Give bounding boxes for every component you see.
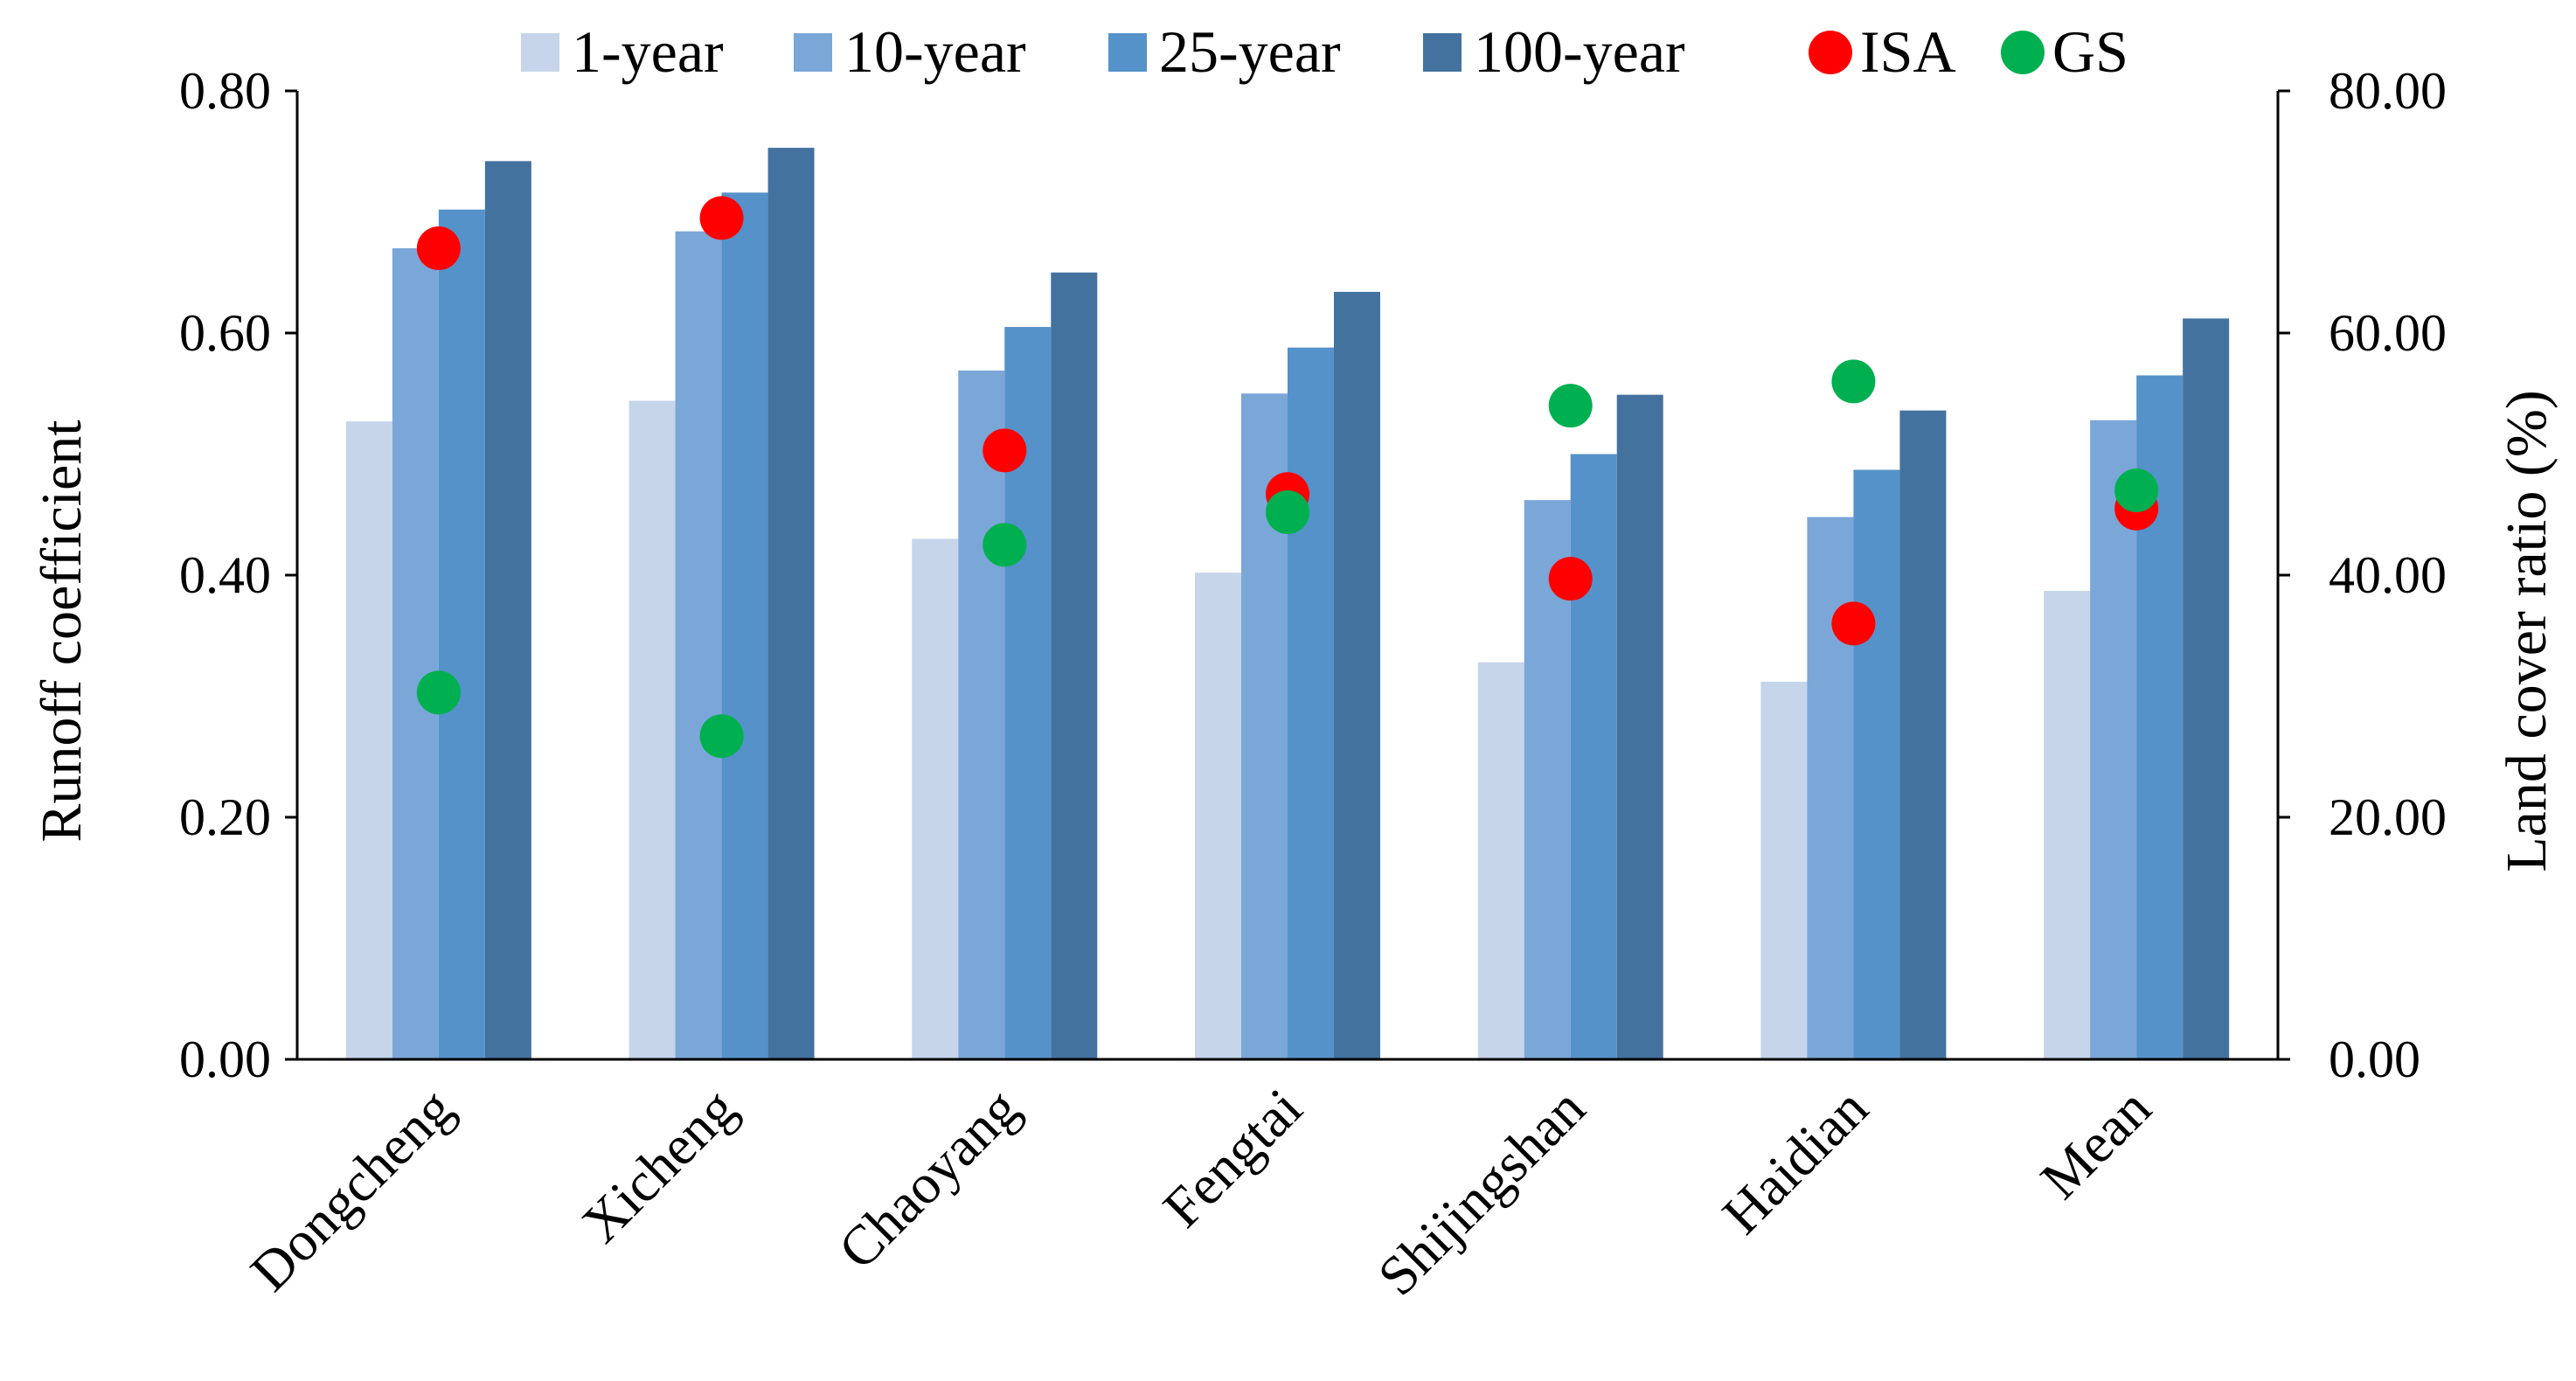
bar-100-year-dongcheng bbox=[484, 161, 531, 1060]
right-tick-label: 20.00 bbox=[2329, 788, 2447, 846]
marker-isa-haidian bbox=[1831, 601, 1876, 646]
legend-label-25-year: 25-year bbox=[1159, 18, 1341, 85]
legend-label-isa: ISA bbox=[1860, 18, 1956, 85]
bar-25-year-xicheng bbox=[721, 192, 768, 1060]
bar-1-year-dongcheng bbox=[345, 421, 392, 1060]
bar-100-year-mean bbox=[2183, 318, 2230, 1059]
category-label: Haidian bbox=[1711, 1077, 1879, 1246]
left-tick-label: 0.60 bbox=[179, 304, 271, 362]
bar-1-year-shijingshan bbox=[1477, 662, 1524, 1059]
bar-25-year-dongcheng bbox=[438, 209, 485, 1060]
bar-10-year-xicheng bbox=[675, 231, 722, 1059]
left-tick-label: 0.00 bbox=[179, 1031, 271, 1088]
category-label: Mean bbox=[2029, 1077, 2163, 1211]
category-label: Fengtai bbox=[1151, 1077, 1314, 1239]
bar-100-year-chaoyang bbox=[1051, 272, 1098, 1059]
bar-100-year-xicheng bbox=[767, 148, 815, 1060]
marker-gs-dongcheng bbox=[416, 670, 461, 715]
right-tick-label: 60.00 bbox=[2329, 304, 2447, 362]
legend-swatch-10-year bbox=[794, 33, 832, 72]
category-label: Shijingshan bbox=[1366, 1077, 1597, 1308]
right-tick-label: 80.00 bbox=[2329, 62, 2447, 120]
bar-1-year-mean bbox=[2044, 591, 2091, 1059]
left-tick-label: 0.20 bbox=[179, 788, 271, 846]
right-tick-label: 40.00 bbox=[2329, 546, 2447, 604]
marker-gs-shijingshan bbox=[1548, 384, 1593, 428]
category-label: Xicheng bbox=[570, 1077, 748, 1255]
legend-swatch-gs bbox=[2001, 31, 2045, 74]
legend-swatch-25-year bbox=[1108, 33, 1147, 72]
category-label: Dongcheng bbox=[239, 1077, 465, 1303]
marker-gs-xicheng bbox=[699, 714, 744, 759]
left-axis-title: Runoff coefficient bbox=[30, 420, 94, 842]
marker-isa-dongcheng bbox=[416, 226, 461, 271]
right-tick-label: 0.00 bbox=[2329, 1031, 2420, 1088]
marker-isa-xicheng bbox=[699, 196, 744, 240]
legend-label-10-year: 10-year bbox=[844, 18, 1026, 85]
category-label: Chaoyang bbox=[826, 1077, 1031, 1281]
marker-gs-haidian bbox=[1831, 359, 1876, 404]
bar-100-year-fengtai bbox=[1334, 291, 1380, 1059]
bar-25-year-fengtai bbox=[1288, 347, 1334, 1059]
markers-layer bbox=[416, 196, 2159, 759]
marker-isa-chaoyang bbox=[982, 428, 1027, 473]
bar-1-year-fengtai bbox=[1195, 573, 1241, 1059]
left-tick-label: 0.80 bbox=[179, 62, 271, 120]
marker-gs-chaoyang bbox=[982, 523, 1027, 567]
legend-label-gs: GS bbox=[2052, 18, 2128, 85]
legend-swatch-isa bbox=[1809, 31, 1852, 74]
legend: 1-year 10-year 25-year 100-year ISA GS bbox=[521, 18, 2128, 85]
bar-100-year-haidian bbox=[1899, 410, 1947, 1059]
bar-1-year-xicheng bbox=[628, 400, 676, 1059]
legend-label-100-year: 100-year bbox=[1474, 18, 1685, 85]
bars-layer bbox=[345, 148, 2230, 1060]
bar-25-year-shijingshan bbox=[1570, 454, 1617, 1059]
left-tick-label: 0.40 bbox=[179, 546, 271, 604]
bar-10-year-dongcheng bbox=[392, 248, 439, 1059]
bar-10-year-chaoyang bbox=[958, 370, 1005, 1059]
legend-swatch-1-year bbox=[521, 33, 559, 72]
legend-swatch-100-year bbox=[1423, 33, 1462, 72]
bar-10-year-haidian bbox=[1807, 517, 1854, 1059]
marker-isa-shijingshan bbox=[1548, 557, 1593, 601]
bar-25-year-haidian bbox=[1853, 469, 1900, 1059]
bar-1-year-haidian bbox=[1760, 681, 1808, 1059]
legend-label-1-year: 1-year bbox=[572, 18, 724, 85]
bar-100-year-shijingshan bbox=[1616, 394, 1663, 1059]
marker-gs-fengtai bbox=[1266, 489, 1309, 534]
marker-gs-mean bbox=[2114, 468, 2159, 513]
bar-1-year-chaoyang bbox=[912, 538, 959, 1059]
right-axis-title: Land cover ratio (%) bbox=[2495, 390, 2559, 872]
